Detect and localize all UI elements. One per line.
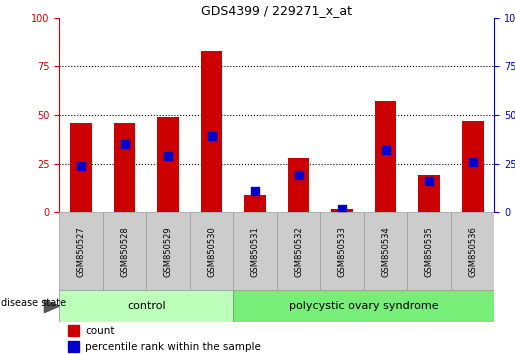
- Point: [295, 173, 303, 178]
- Text: GSM850532: GSM850532: [294, 226, 303, 277]
- Text: GSM850534: GSM850534: [381, 226, 390, 277]
- Bar: [146, 212, 190, 290]
- Bar: [364, 212, 407, 290]
- Bar: [320, 212, 364, 290]
- Text: GSM850527: GSM850527: [77, 226, 85, 277]
- Text: GSM850528: GSM850528: [120, 226, 129, 277]
- Bar: [418, 176, 440, 212]
- Point: [469, 159, 477, 165]
- Bar: [462, 121, 484, 212]
- Bar: [407, 212, 451, 290]
- Bar: [157, 117, 179, 212]
- Bar: [288, 158, 310, 212]
- Bar: [59, 212, 103, 290]
- Text: GSM850531: GSM850531: [251, 226, 260, 277]
- Bar: [451, 212, 494, 290]
- Point: [425, 178, 433, 184]
- Bar: [233, 290, 494, 322]
- Text: GSM850529: GSM850529: [164, 226, 173, 277]
- Bar: [190, 212, 233, 290]
- Bar: [375, 101, 397, 212]
- Text: GSM850535: GSM850535: [425, 226, 434, 277]
- Text: count: count: [85, 326, 115, 336]
- Point: [251, 188, 259, 194]
- Point: [164, 153, 172, 159]
- Text: polycystic ovary syndrome: polycystic ovary syndrome: [289, 301, 439, 311]
- Bar: [103, 212, 146, 290]
- Bar: [233, 212, 277, 290]
- Bar: [68, 341, 79, 353]
- Bar: [201, 51, 222, 212]
- Bar: [114, 123, 135, 212]
- Bar: [68, 325, 79, 336]
- Bar: [244, 195, 266, 212]
- Bar: [70, 123, 92, 212]
- Bar: [331, 209, 353, 212]
- Polygon shape: [44, 300, 59, 313]
- Bar: [59, 290, 233, 322]
- Text: disease state: disease state: [1, 298, 65, 308]
- Text: control: control: [127, 301, 165, 311]
- Text: percentile rank within the sample: percentile rank within the sample: [85, 342, 261, 352]
- Point: [208, 133, 216, 139]
- Point: [338, 206, 346, 211]
- Point: [382, 147, 390, 153]
- Title: GDS4399 / 229271_x_at: GDS4399 / 229271_x_at: [201, 4, 352, 17]
- Point: [121, 141, 129, 147]
- Point: [77, 163, 85, 169]
- Bar: [277, 212, 320, 290]
- Text: GSM850530: GSM850530: [207, 226, 216, 277]
- Text: GSM850536: GSM850536: [468, 226, 477, 277]
- Text: GSM850533: GSM850533: [338, 226, 347, 277]
